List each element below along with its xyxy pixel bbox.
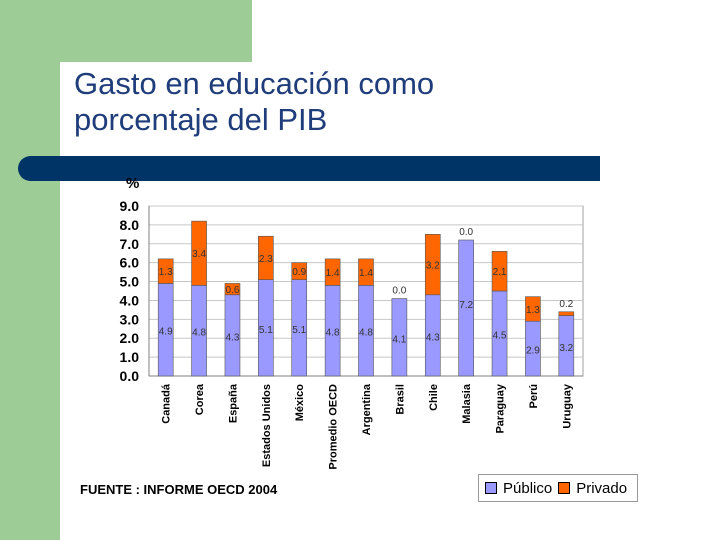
data-label-privado: 0.2 (559, 299, 573, 310)
y-tick-label: 2.0 (120, 330, 140, 346)
title-underline-bar (18, 156, 600, 181)
data-label-publico: 5.1 (292, 325, 306, 336)
green-top-band (0, 0, 252, 62)
data-label-publico: 3.2 (559, 343, 573, 354)
y-tick-label: 1.0 (120, 349, 140, 365)
data-label-privado: 2.3 (259, 254, 273, 265)
slide-title: Gasto en educación como porcentaje del P… (74, 66, 634, 138)
data-label-publico: 5.1 (259, 325, 273, 336)
legend-label-privado: Privado (576, 479, 628, 497)
bar-privado (424, 234, 441, 296)
data-label-privado: 1.3 (159, 267, 173, 278)
data-label-privado: 0.0 (459, 227, 473, 238)
bar-privado (224, 283, 241, 296)
stacked-bar-chart: % 0.0 1.0 2.0 3.0 4.0 5.0 6.0 7.0 8.0 9.0 4.9 1.3 Can… (120, 175, 584, 470)
y-tick-label: 3.0 (120, 311, 140, 327)
data-label-publico: 4.9 (159, 327, 173, 338)
data-label-publico: 4.3 (226, 332, 240, 343)
data-label-privado: 1.4 (326, 268, 340, 279)
data-label-publico: 4.8 (326, 328, 340, 339)
category-label: España (227, 383, 239, 423)
title-line-1: Gasto en educación como (74, 66, 435, 101)
data-label-privado: 0.0 (392, 286, 406, 297)
y-tick-label: 9.0 (120, 198, 140, 214)
category-label: Paraguay (495, 383, 507, 433)
data-label-publico: 4.3 (426, 332, 440, 343)
category-label: Brasil (394, 384, 406, 415)
bar-privado (258, 235, 274, 280)
bar-privado (491, 251, 508, 292)
y-tick-label: 0.0 (120, 368, 140, 384)
bar-privado (358, 258, 374, 286)
legend-item-privado: Privado (558, 480, 627, 497)
y-unit-label: % (126, 175, 139, 192)
bar-privado (291, 262, 308, 280)
category-label: Promedio OECD (328, 384, 340, 470)
data-label-privado: 2.1 (493, 267, 507, 278)
legend-label-publico: Público (503, 479, 553, 497)
category-label: Perú (528, 384, 540, 408)
data-label-privado: 1.4 (359, 268, 373, 279)
bar-privado (191, 220, 207, 286)
category-label: México (294, 384, 306, 422)
data-label-publico: 4.8 (192, 328, 206, 339)
green-left-band (0, 0, 60, 540)
category-label: Uruguay (561, 383, 573, 429)
data-label-publico: 4.8 (359, 328, 373, 339)
category-label: Argentina (361, 383, 373, 435)
data-label-privado: 1.3 (526, 305, 540, 316)
legend-item-publico: Público (485, 480, 552, 497)
category-label: Corea (194, 383, 206, 415)
y-tick-label: 4.0 (120, 292, 140, 308)
y-tick-label: 6.0 (120, 255, 140, 271)
category-label: Canadá (161, 383, 173, 424)
category-label: Chile (428, 384, 440, 411)
bar-privado (525, 296, 541, 322)
data-label-publico: 4.1 (392, 334, 406, 345)
bar-privado (558, 311, 575, 316)
category-label: Malasia (461, 383, 473, 424)
chart-legend: Público Privado (478, 474, 638, 502)
category-label: Estados Unidos (261, 384, 273, 467)
bar-privado (324, 258, 341, 286)
data-label-privado: 0.9 (292, 267, 306, 278)
source-note: FUENTE : INFORME OECD 2004 (80, 482, 278, 497)
y-tick-label: 8.0 (120, 217, 140, 233)
data-label-privado: 3.4 (192, 249, 206, 260)
legend-swatch-publico (485, 482, 497, 494)
bar-publico (458, 239, 474, 377)
data-label-privado: 0.6 (226, 285, 240, 296)
legend-swatch-privado (558, 482, 571, 494)
bar-privado (157, 258, 174, 284)
bar-publico (391, 298, 408, 377)
data-label-publico: 4.5 (493, 331, 507, 342)
data-label-publico: 2.9 (526, 346, 540, 357)
data-label-publico: 7.2 (459, 300, 473, 311)
y-tick-label: 5.0 (120, 274, 140, 290)
title-line-2: porcentaje del PIB (74, 102, 328, 137)
y-tick-label: 7.0 (120, 236, 140, 252)
data-label-privado: 3.2 (426, 261, 440, 272)
